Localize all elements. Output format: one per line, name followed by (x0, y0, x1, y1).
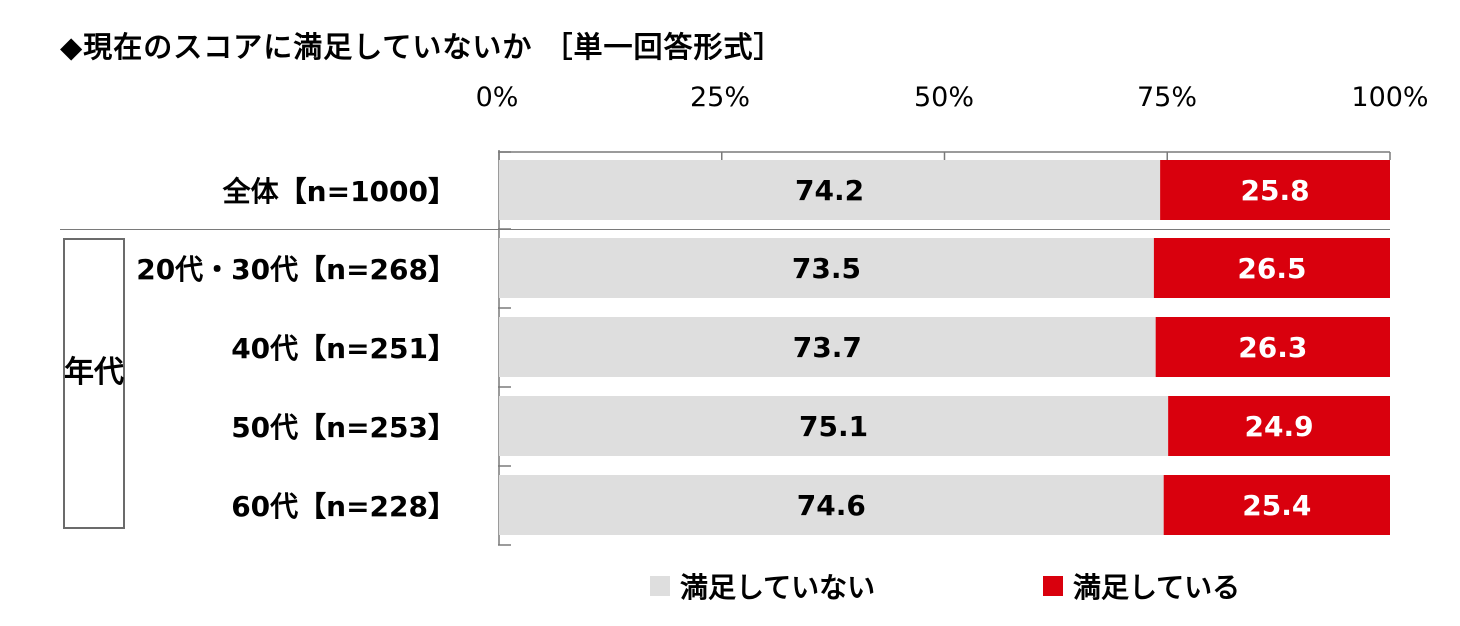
x-tick-label-100: 100% (1351, 82, 1429, 113)
legend-label-not-satisfied: 満足していない (680, 571, 876, 604)
legend-label-satisfied: 満足している (1073, 571, 1241, 604)
bar-value-label-satisfied: 26.3 (1238, 331, 1307, 364)
category-label-total: 全体【n=1000】 (222, 175, 456, 208)
category-label-20s-30s: 20代・30代【n=268】 (136, 253, 456, 286)
legend-swatch-not-satisfied (650, 576, 670, 596)
x-tick-label-0: 0% (475, 82, 519, 113)
bar-segment-satisfied (1163, 475, 1390, 535)
bar-value-label-satisfied: 25.8 (1241, 174, 1310, 207)
category-label-40s: 40代【n=251】 (231, 332, 456, 365)
bar-value-label-not-satisfied: 75.1 (799, 410, 868, 443)
bar-value-label-satisfied: 24.9 (1245, 410, 1314, 443)
bar-segment-not-satisfied (499, 160, 1161, 220)
bar-value-label-not-satisfied: 74.2 (795, 174, 864, 207)
category-label-60s: 60代【n=228】 (231, 490, 456, 523)
bar-segment-not-satisfied (499, 396, 1169, 456)
bar-value-label-not-satisfied: 73.7 (793, 331, 862, 364)
age-group-label: 年代 (64, 355, 124, 390)
group-separator-line (60, 229, 1390, 230)
bar-value-label-not-satisfied: 73.5 (792, 252, 861, 285)
bar-value-label-satisfied: 25.4 (1242, 489, 1311, 522)
bar-segment-satisfied (1168, 396, 1390, 456)
legend-item-not-satisfied: 満足していない (650, 566, 875, 606)
legend-item-satisfied: 満足している (1043, 566, 1240, 606)
category-label-50s: 50代【n=253】 (231, 411, 456, 444)
bar-value-label-satisfied: 26.5 (1237, 252, 1306, 285)
bar-segment-satisfied (1153, 238, 1390, 298)
age-group-box (63, 238, 125, 529)
bar-segment-not-satisfied (499, 317, 1156, 377)
chart-title: ◆現在のスコアに満足していないか ［単一回答形式］ (60, 30, 784, 64)
x-tick-label-50: 50% (913, 82, 975, 113)
bar-segment-not-satisfied (499, 238, 1154, 298)
bar-value-label-not-satisfied: 74.6 (797, 489, 866, 522)
bar-segment-not-satisfied (499, 475, 1164, 535)
x-tick-label-25: 25% (689, 82, 751, 113)
bar-segment-satisfied (1160, 160, 1390, 220)
legend-swatch-satisfied (1043, 576, 1063, 596)
bar-segment-satisfied (1155, 317, 1390, 377)
x-tick-label-75: 75% (1136, 82, 1198, 113)
